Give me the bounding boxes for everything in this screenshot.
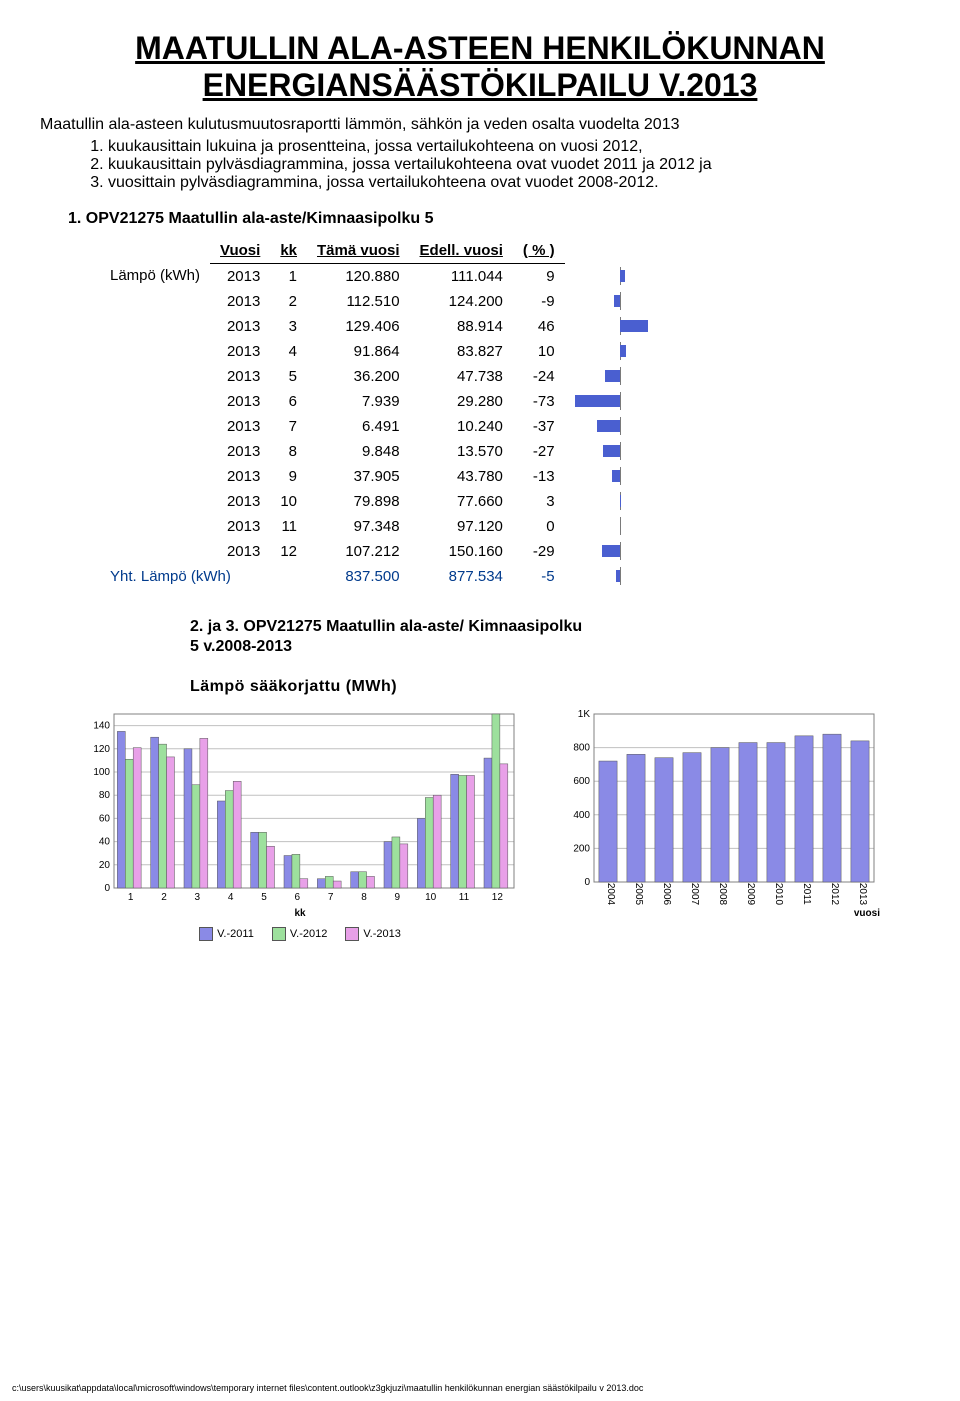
svg-text:40: 40: [99, 837, 111, 848]
svg-text:3: 3: [195, 892, 201, 903]
svg-text:2008: 2008: [717, 883, 728, 906]
table-row: 20133129.40688.91446: [100, 314, 675, 339]
charts-row: 020406080100120140123456789101112 kk 020…: [80, 706, 920, 919]
svg-text:80: 80: [99, 790, 111, 801]
section-2-heading: 2. ja 3. OPV21275 Maatullin ala-aste/ Ki…: [190, 617, 590, 659]
svg-text:2009: 2009: [745, 883, 756, 906]
svg-text:2012: 2012: [829, 883, 840, 906]
svg-text:10: 10: [425, 892, 437, 903]
svg-text:60: 60: [99, 814, 111, 825]
svg-text:400: 400: [573, 810, 590, 821]
svg-text:0: 0: [104, 883, 110, 894]
svg-text:1K: 1K: [578, 709, 591, 720]
svg-text:200: 200: [573, 844, 590, 855]
intro-text: Maatullin ala-asteen kulutusmuutosraport…: [40, 116, 920, 134]
svg-text:100: 100: [93, 767, 110, 778]
table-row: 2013491.86483.82710: [100, 339, 675, 364]
table-row: 201389.84813.570-27: [100, 439, 675, 464]
svg-text:2006: 2006: [661, 883, 672, 906]
svg-text:6: 6: [295, 892, 301, 903]
svg-text:2007: 2007: [689, 883, 700, 906]
chart-legend: V.-2011V.-2012V.-2013: [80, 927, 520, 941]
total-row: Yht. Lämpö (kWh) 837.500 877.534 -5: [100, 564, 675, 589]
svg-text:2013: 2013: [857, 883, 868, 906]
svg-text:120: 120: [93, 744, 110, 755]
svg-text:0: 0: [584, 877, 590, 888]
numbered-list: kuukausittain lukuina ja prosentteina, j…: [68, 138, 920, 192]
svg-text:8: 8: [361, 892, 367, 903]
monthly-chart: 020406080100120140123456789101112: [80, 706, 520, 906]
table-row: 201312107.212150.160-29: [100, 539, 675, 564]
table-row: 201376.49110.240-37: [100, 414, 675, 439]
svg-text:2011: 2011: [801, 883, 812, 905]
svg-text:7: 7: [328, 892, 334, 903]
footer-path: c:\users\kuusikat\appdata\local\microsof…: [12, 1383, 643, 1393]
svg-text:2: 2: [161, 892, 167, 903]
section-1-heading: 1. OPV21275 Maatullin ala-aste/Kimnaasip…: [68, 210, 920, 228]
svg-text:11: 11: [459, 892, 470, 903]
svg-text:2005: 2005: [633, 883, 644, 906]
table-row: 20132112.510124.200-9: [100, 289, 675, 314]
svg-text:4: 4: [228, 892, 234, 903]
svg-text:600: 600: [573, 776, 590, 787]
svg-text:9: 9: [395, 892, 401, 903]
svg-text:20: 20: [99, 860, 111, 871]
yearly-chart: 0 200 400 600 800 1K 2004 2005 2006 2007 2008 2009 2…: [560, 706, 880, 906]
chart-caption: Lämpö sääkorjattu (MWh): [190, 678, 920, 696]
page-title: MAATULLIN ALA-ASTEEN HENKILÖKUNNAN ENERG…: [40, 30, 920, 104]
svg-text:1: 1: [128, 892, 134, 903]
svg-text:2010: 2010: [773, 883, 784, 906]
table-row: 2013937.90543.780-13: [100, 464, 675, 489]
svg-text:5: 5: [261, 892, 267, 903]
table-row: Lämpö (kWh)20131120.880111.0449: [100, 263, 675, 289]
table-row: 2013536.20047.738-24: [100, 364, 675, 389]
table-row: 201367.93929.280-73: [100, 389, 675, 414]
svg-text:2004: 2004: [605, 883, 616, 906]
table-row: 20131079.89877.6603: [100, 489, 675, 514]
svg-text:12: 12: [492, 892, 504, 903]
svg-text:800: 800: [573, 743, 590, 754]
data-table: Vuosi kk Tämä vuosi Edell. vuosi ( % ) L…: [100, 238, 675, 589]
table-row: 20131197.34897.1200: [100, 514, 675, 539]
svg-text:140: 140: [93, 721, 110, 732]
